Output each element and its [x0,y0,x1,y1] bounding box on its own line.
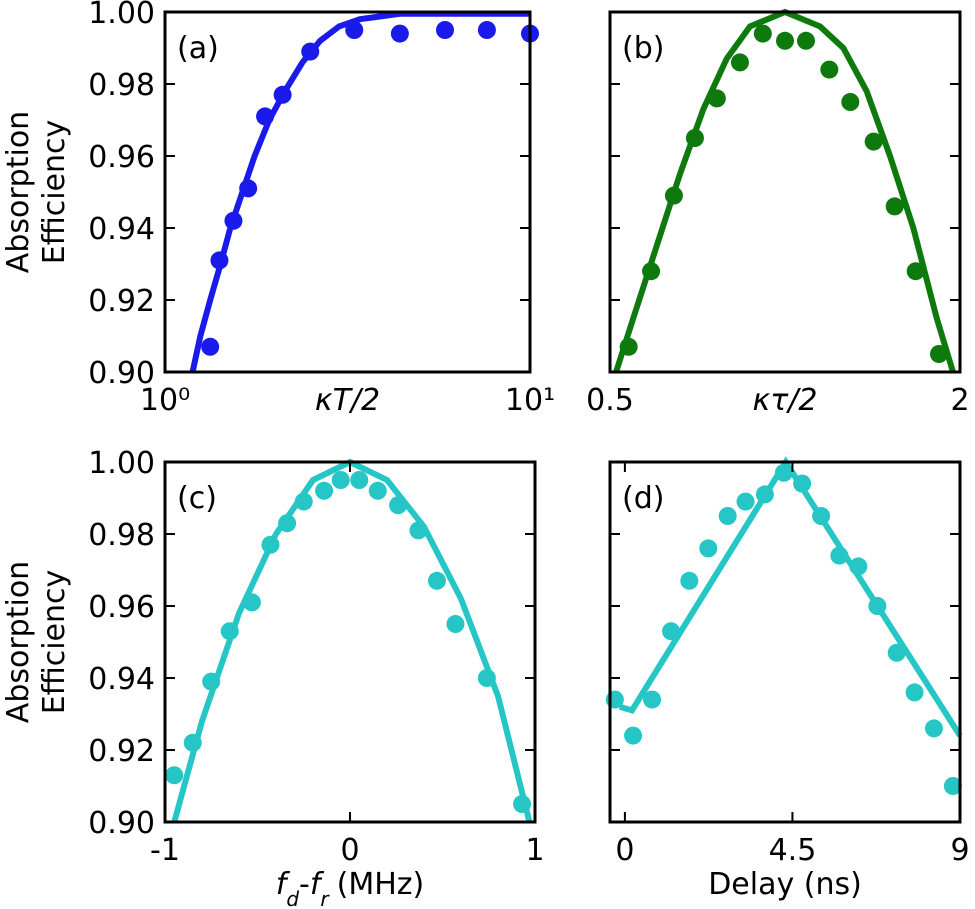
y-tick-label: 0.96 [88,590,155,625]
data-point [201,337,220,356]
x-tick-label: 0 [340,833,359,868]
data-point [885,197,904,216]
panel-label: (c) [177,481,217,516]
panel-label: (d) [622,481,664,516]
data-point [906,262,925,281]
y-tick-label: 0.96 [88,140,155,175]
data-point [315,481,334,500]
y-axis-label: Absorption [1,561,36,723]
panel-label: (a) [177,31,219,66]
data-point [446,615,465,633]
fit-line [189,10,530,373]
data-point [730,53,749,72]
data-point [905,683,924,702]
data-point [924,719,943,738]
data-point [436,21,455,39]
x-label-part: d [286,887,299,909]
data-point [368,481,387,500]
data-point [165,766,184,785]
x-label-part: (MHz) [337,867,425,902]
axes-frame [163,10,532,374]
fit-line [618,456,963,738]
x-label-part: r [320,887,330,909]
y-tick-label: 1.00 [88,0,155,31]
y-tick-label: 0.94 [88,212,155,247]
y-tick-label: 1.00 [88,446,155,481]
y-axis-label: Efficiency [37,120,72,265]
data-point [718,507,737,525]
data-point [943,777,962,795]
x-tick-label: 4.5 [769,833,817,868]
data-point [350,471,369,489]
data-point [736,492,755,511]
panel [613,8,956,373]
data-point [864,132,883,151]
y-axis-label: Efficiency [37,570,72,715]
x-axis-label: κT/2 [315,383,380,418]
y-tick-label: 0.98 [88,518,155,553]
data-point [776,31,794,50]
x-tick-label: 0.5 [586,383,634,418]
x-tick-label: 2 [950,383,969,418]
y-tick-label: 0.92 [88,284,155,319]
x-label-part: - [299,867,310,902]
data-point [477,21,496,39]
panel-label: (b) [622,31,664,66]
x-axis-label: fd-fr (MHz) [276,867,425,909]
fit-line [171,458,533,823]
data-point [797,31,815,50]
x-tick-label: 10¹ [505,383,555,418]
x-tick-label: 0 [615,833,634,868]
data-point [680,571,699,590]
y-tick-label: 0.90 [88,356,155,391]
data-point [699,539,718,558]
data-point [427,571,446,590]
x-axis-label: Delay (ns) [708,867,862,902]
x-tick-label: -1 [150,833,180,868]
data-point [331,471,350,489]
x-tick-label: 10⁰ [140,383,190,418]
x-tick-label: 9 [950,833,969,868]
x-axis-label: κτ/2 [753,383,818,418]
panel [189,10,539,373]
y-axis-label: Absorption [1,111,36,273]
panel [165,458,533,823]
y-tick-label: 0.94 [88,662,155,697]
y-tick-label: 0.92 [88,734,155,769]
y-tick-label: 0.98 [88,68,155,103]
x-tick-label: 1 [525,833,544,868]
data-point [753,24,772,43]
axes-frame [608,460,962,824]
data-point [820,60,839,79]
data-point [390,24,409,43]
panel [605,456,963,795]
data-point [841,93,860,111]
data-point [643,690,662,709]
data-point [624,726,643,745]
y-tick-label: 0.90 [88,806,155,841]
axes-frame [608,10,962,374]
